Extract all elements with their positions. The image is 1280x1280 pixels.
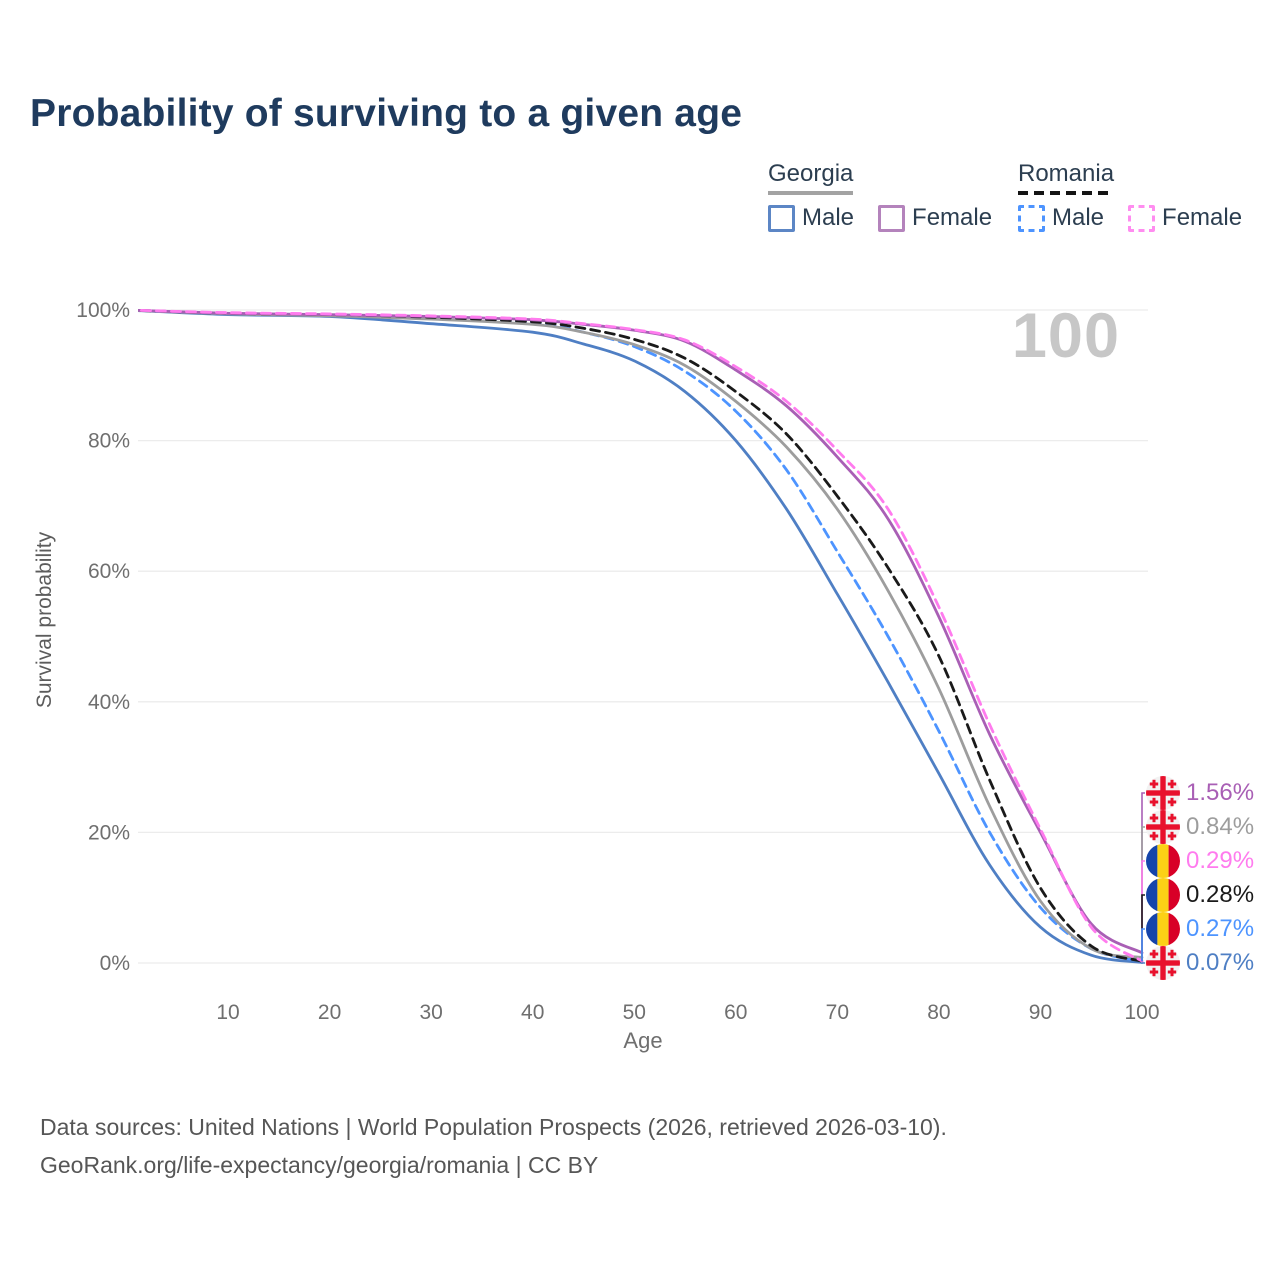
y-tick-label: 20%: [88, 821, 130, 844]
y-tick-label: 40%: [88, 691, 130, 714]
x-tick-label: 50: [623, 1001, 646, 1024]
x-tick-label: 100: [1124, 1001, 1159, 1024]
legend-country-romania: Romania: [1018, 160, 1115, 195]
x-tick-label: 80: [927, 1001, 950, 1024]
romania-flag-icon: [1146, 912, 1180, 946]
x-tick-label: 40: [521, 1001, 544, 1024]
y-axis-title: Survival probability: [33, 531, 56, 709]
footer-sources: Data sources: United Nations | World Pop…: [40, 1114, 947, 1140]
footer-link: GeoRank.org/life-expectancy/georgia/roma…: [40, 1152, 599, 1178]
end-label-value: 0.28%: [1186, 881, 1255, 908]
legend-item-romania-female[interactable]: Female: [1128, 204, 1242, 232]
page-title: Probability of surviving to a given age: [30, 92, 743, 135]
end-label-value: 1.56%: [1186, 779, 1255, 806]
end-label-value: 0.27%: [1186, 915, 1255, 942]
legend-country-georgia: Georgia: [768, 160, 854, 195]
end-label-value: 0.07%: [1186, 949, 1255, 976]
x-tick-label: 60: [724, 1001, 747, 1024]
legend-item-georgia-female[interactable]: Female: [878, 204, 992, 232]
y-tick-label: 0%: [100, 952, 130, 975]
legend-item-label: Female: [912, 204, 993, 231]
legend-group-georgia: Georgia Male Female: [768, 160, 992, 232]
georgia-flag-icon: [1146, 776, 1180, 810]
end-label-value: 0.29%: [1186, 847, 1255, 874]
legend-group-romania: Romania Male Female: [1018, 160, 1242, 232]
legend-item-label: Male: [802, 204, 855, 231]
x-tick-label: 90: [1029, 1001, 1052, 1024]
end-label-georgia-average: 0.84%: [1146, 810, 1254, 844]
x-tick-label: 30: [419, 1001, 442, 1024]
x-axis-title: Age: [623, 1028, 663, 1053]
georgia-flag-icon: [1146, 946, 1180, 980]
footer: Data sources: United Nations | World Pop…: [40, 1108, 947, 1184]
end-label-connector: [1141, 962, 1145, 964]
georgia-male-checkbox-icon[interactable]: [768, 204, 795, 232]
romania-flag-icon: [1146, 844, 1180, 878]
end-label-value: 0.84%: [1186, 813, 1255, 840]
end-label-romania-average: 0.28%: [1146, 878, 1254, 912]
legend-item-label: Female: [1162, 204, 1243, 231]
legend-item-label: Male: [1052, 204, 1105, 231]
end-label-romania-female: 0.29%: [1146, 844, 1254, 878]
georgia-female-checkbox-icon[interactable]: [878, 204, 906, 232]
end-label-romania-male: 0.27%: [1146, 912, 1254, 946]
romania-male-checkbox-icon[interactable]: [1018, 204, 1045, 232]
y-tick-label: 80%: [88, 430, 130, 453]
romania-female-checkbox-icon[interactable]: [1128, 204, 1156, 232]
georgia-flag-icon: [1146, 810, 1180, 844]
curve-romania-female[interactable]: [127, 308, 1144, 963]
legend-item-romania-male[interactable]: Male: [1018, 204, 1104, 232]
curve-georgia-average[interactable]: [127, 309, 1144, 959]
x-tick-label: 70: [826, 1001, 849, 1024]
end-label-georgia-male: 0.07%: [1146, 946, 1254, 980]
x-tick-label: 10: [216, 1001, 239, 1024]
y-tick-label: 100%: [76, 299, 130, 322]
curve-georgia-female[interactable]: [127, 308, 1144, 955]
y-tick-label: 60%: [88, 560, 130, 583]
x-tick-label: 20: [318, 1001, 341, 1024]
end-label-connector: [1141, 928, 1145, 962]
romania-flag-icon: [1146, 878, 1180, 912]
curve-georgia-male[interactable]: [127, 309, 1144, 964]
hovered-age-watermark: 100: [1011, 301, 1120, 371]
legend-item-georgia-male[interactable]: Male: [768, 204, 854, 232]
end-label-georgia-female: 1.56%: [1146, 776, 1254, 810]
